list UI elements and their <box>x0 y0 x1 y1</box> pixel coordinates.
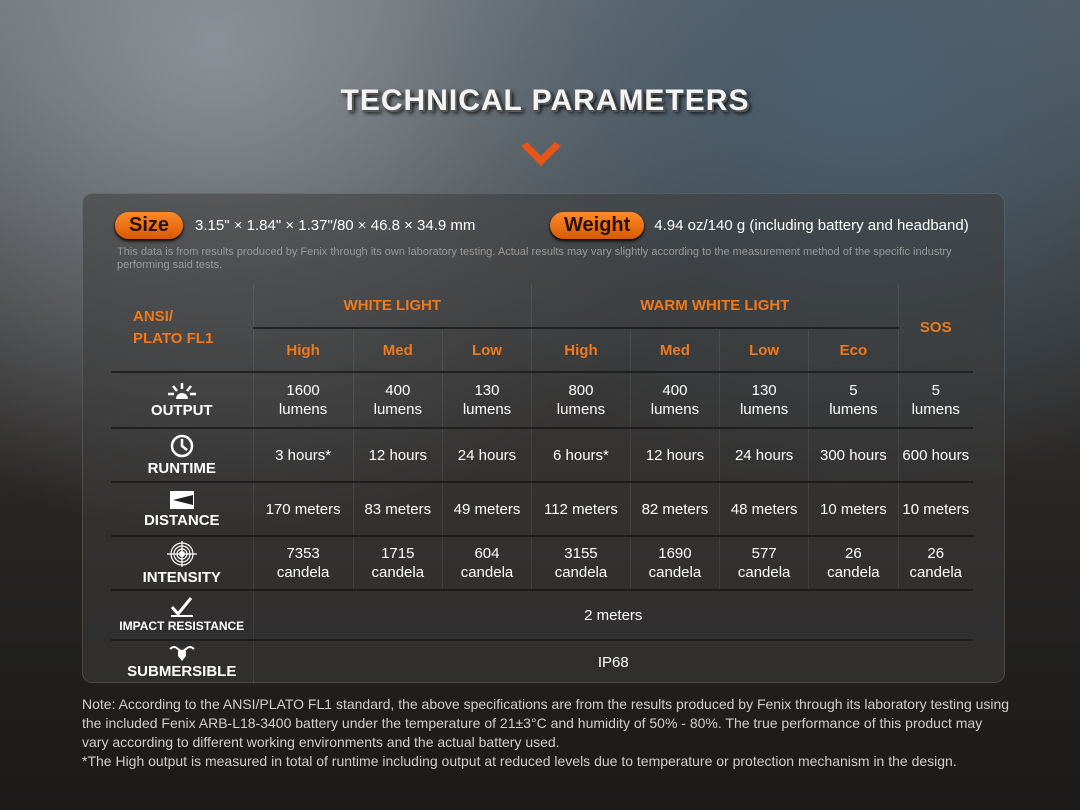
table-row: DISTANCE 170 meters 83 meters 49 meters 112 … <box>111 482 973 537</box>
table-cell: 26 candela <box>897 536 973 591</box>
table-cell: 12 hours <box>352 428 443 483</box>
table-cell: 3 hours* <box>252 428 354 483</box>
table-cell: 24 hours <box>719 428 809 483</box>
table-cell: 24 hours <box>441 428 532 483</box>
table-cell: 49 meters <box>441 482 532 537</box>
table-cell: 130 lumens <box>719 372 809 429</box>
weight-value: 4.94 oz/140 g (including battery and hea… <box>654 217 969 234</box>
page-title: TECHNICAL PARAMETERS <box>340 84 750 117</box>
table-cell: 1600 lumens <box>252 372 354 429</box>
table-cell: 10 meters <box>897 482 973 537</box>
note-standard: Note: According to the ANSI/PLATO FL1 st… <box>82 696 1010 750</box>
spec-table: ANSI/PLATO FL1 WHITE LIGHT WARM WHITE LI… <box>111 284 973 684</box>
spec-panel: Size 3.15" × 1.84" × 1.37"/80 × 46.8 × 3… <box>82 193 1005 684</box>
table-cell: 112 meters <box>531 482 631 537</box>
group-sos: SOS <box>897 284 973 373</box>
table-cell: 10 meters <box>808 482 898 537</box>
table-row: OUTPUT 1600 lumens 400 lumens 130 lumens 800 lum… <box>111 372 973 429</box>
footnotes: Note: According to the ANSI/PLATO FL1 st… <box>82 695 1012 771</box>
table-cell: 1690 candela <box>629 536 720 591</box>
table-cell: 5 lumens <box>897 372 973 429</box>
mode-header: Low <box>719 328 809 373</box>
table-cell: 170 meters <box>252 482 354 537</box>
table-cell: 3155 candela <box>531 536 631 591</box>
table-cell: 800 lumens <box>531 372 631 429</box>
mode-header: High <box>252 328 354 373</box>
table-row: SUBMERSIBLE IP68 <box>111 640 973 684</box>
target-icon <box>111 540 253 567</box>
table-cell: 12 hours <box>629 428 720 483</box>
standard-label: ANSI/PLATO FL1 <box>111 284 253 373</box>
row-label: DISTANCE <box>111 482 253 537</box>
water-drop-icon <box>169 646 195 661</box>
row-label: INTENSITY <box>111 536 253 591</box>
table-row: INTENSITY 7353 candela 1715 candela 604 candel… <box>111 536 973 591</box>
table-cell: 300 hours <box>808 428 898 483</box>
sunburst-icon <box>111 382 253 400</box>
table-cell: 26 candela <box>808 536 898 591</box>
table-cell: 48 meters <box>719 482 809 537</box>
table-cell: 400 lumens <box>352 372 443 429</box>
table-cell: 7353 candela <box>252 536 354 591</box>
table-row: IMPACT RESISTANCE 2 meters <box>111 590 973 641</box>
weight-badge: Weight <box>550 212 645 239</box>
impact-value: 2 meters <box>252 590 973 641</box>
table-cell: 1715 candela <box>352 536 443 591</box>
mode-header: Med <box>352 328 443 373</box>
size-badge: Size <box>115 212 184 239</box>
size-spec: Size 3.15" × 1.84" × 1.37"/80 × 46.8 × 3… <box>115 212 475 239</box>
chevron-down-icon <box>521 142 561 166</box>
table-cell: 604 candela <box>441 536 532 591</box>
mode-header: High <box>531 328 631 373</box>
impact-icon <box>170 597 193 617</box>
table-cell: 5 lumens <box>808 372 898 429</box>
submersible-value: IP68 <box>252 640 973 684</box>
clock-icon <box>111 434 253 458</box>
table-cell: 6 hours* <box>531 428 631 483</box>
row-label: OUTPUT <box>111 372 253 429</box>
group-white-light: WHITE LIGHT <box>252 284 532 329</box>
table-cell: 130 lumens <box>441 372 532 429</box>
table-cell: 82 meters <box>629 482 720 537</box>
note-high-output: *The High output is measured in total of… <box>82 753 957 769</box>
row-label: IMPACT RESISTANCE <box>111 590 253 641</box>
table-cell: 400 lumens <box>629 372 720 429</box>
mode-header: Low <box>441 328 532 373</box>
table-cell: 600 hours <box>897 428 973 483</box>
table-cell: 577 candela <box>719 536 809 591</box>
row-label: SUBMERSIBLE <box>111 640 253 684</box>
table-row: RUNTIME 3 hours* 12 hours 24 hours 6 hours* 1… <box>111 428 973 483</box>
mode-header: Eco <box>808 328 898 373</box>
weight-spec: Weight 4.94 oz/140 g (including battery … <box>550 212 969 239</box>
table-cell: 83 meters <box>352 482 443 537</box>
row-label: RUNTIME <box>111 428 253 483</box>
mode-header: Med <box>629 328 720 373</box>
group-warm-white-light: WARM WHITE LIGHT <box>531 284 898 329</box>
size-value: 3.15" × 1.84" × 1.37"/80 × 46.8 × 34.9 m… <box>195 217 476 234</box>
disclaimer: This data is from results produced by Fe… <box>117 246 952 271</box>
beam-distance-icon <box>111 490 253 510</box>
